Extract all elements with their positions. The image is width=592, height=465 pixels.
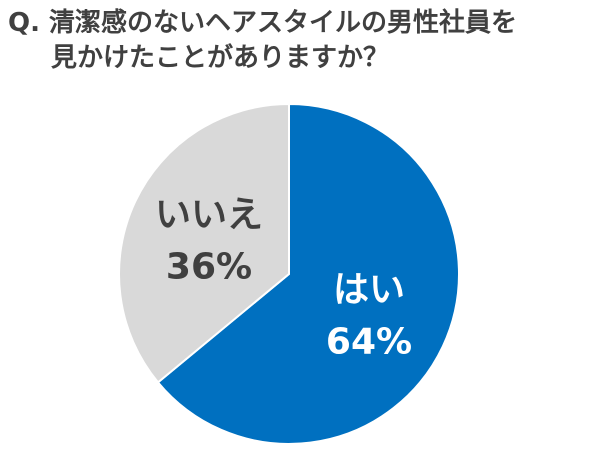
pie-labels: はい 64% いいえ 36% — [155, 194, 412, 362]
title-line-2: 見かけたことがありますか？ — [51, 43, 390, 73]
pie-slices — [117, 102, 460, 445]
pie-slice-no — [117, 102, 290, 384]
chart-title: Q. 清潔感のないヘアスタイルの男性社員を 見かけたことがありますか？ — [8, 6, 584, 76]
slice-category-label: はい — [333, 270, 405, 311]
slice-category-label: いいえ — [155, 194, 263, 235]
slice-percent-label: 64% — [326, 322, 412, 363]
title-line-1: Q. 清潔感のないヘアスタイルの男性社員を — [8, 6, 584, 41]
pie-slice-yes — [156, 102, 460, 445]
title-prefix: Q. — [8, 8, 40, 38]
title-question-part-1: 清潔感のないヘアスタイルの男性社員を — [49, 8, 518, 38]
slice-percent-label: 36% — [166, 246, 252, 287]
